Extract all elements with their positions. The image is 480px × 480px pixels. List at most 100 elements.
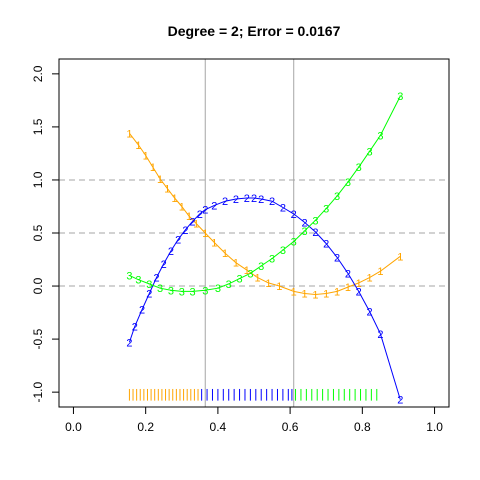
data-point: 2 (222, 196, 228, 208)
data-point: 3 (135, 275, 141, 287)
data-point: 3 (312, 215, 318, 227)
data-point: 2 (244, 193, 250, 205)
x-tick-label: 0.8 (354, 420, 371, 434)
data-point: 3 (226, 279, 232, 291)
data-point: 1 (276, 281, 282, 293)
data-point: 1 (135, 140, 141, 152)
data-point: 3 (146, 279, 152, 291)
data-point: 1 (301, 288, 307, 300)
data-point: 2 (251, 193, 257, 205)
data-point: 1 (193, 218, 199, 230)
data-point: 2 (366, 307, 372, 319)
data-point: 2 (301, 217, 307, 229)
data-point: 2 (161, 259, 167, 271)
data-point: 2 (312, 227, 318, 239)
series-lines (128, 95, 401, 400)
data-point: 2 (182, 225, 188, 237)
data-point: 3 (397, 91, 403, 103)
data-point: 3 (323, 204, 329, 216)
data-point: 3 (168, 285, 174, 297)
data-point: 1 (345, 282, 351, 294)
series-line (128, 197, 401, 400)
chart-title: Degree = 2; Error = 0.0167 (168, 23, 341, 39)
data-point: 2 (202, 205, 208, 217)
data-point: 2 (197, 209, 203, 221)
rug-marks (128, 388, 378, 401)
data-point: 1 (397, 251, 403, 263)
data-point: 2 (377, 329, 383, 341)
data-point: 3 (179, 286, 185, 298)
data-point: 1 (312, 290, 318, 302)
series-line (129, 132, 401, 296)
data-point: 1 (222, 248, 228, 260)
x-tick-label: 0.2 (137, 420, 154, 434)
x-tick-label: 0.6 (282, 420, 299, 434)
data-point: 2 (291, 209, 297, 221)
data-point: 3 (291, 236, 297, 248)
data-point: 3 (190, 286, 196, 298)
data-point: 2 (280, 203, 286, 215)
data-point: 3 (269, 253, 275, 265)
data-point: 1 (377, 266, 383, 278)
y-tick-label: 1.5 (31, 118, 45, 135)
data-point: 1 (255, 273, 261, 285)
x-tick-label: 1.0 (426, 420, 443, 434)
data-point: 1 (265, 278, 271, 290)
data-point: 3 (258, 261, 264, 273)
data-point: 3 (202, 285, 208, 297)
data-point: 2 (345, 268, 351, 280)
data-point: 1 (233, 258, 239, 270)
y-tick-label: 0.5 (31, 224, 45, 241)
data-point: 1 (179, 201, 185, 213)
data-point: 3 (247, 268, 253, 280)
data-point: 1 (291, 286, 297, 298)
x-axis: 0.0 0.2 0.4 0.6 0.8 1.0 (65, 406, 443, 434)
y-axis: -1.0 -0.5 0.0 0.5 1.0 1.5 2.0 (31, 65, 60, 402)
data-point: 2 (258, 194, 264, 206)
data-point: 2 (190, 216, 196, 228)
data-point: 2 (175, 234, 181, 246)
data-point: 1 (143, 151, 149, 163)
data-point: 1 (211, 238, 217, 250)
x-tick-label: 0.0 (65, 420, 82, 434)
data-point: 1 (157, 174, 163, 186)
data-point: 3 (334, 191, 340, 203)
data-point: 2 (334, 252, 340, 264)
data-point: 2 (126, 337, 132, 349)
data-point: 2 (153, 273, 159, 285)
y-tick-label: -1.0 (31, 381, 45, 402)
data-point: 3 (301, 226, 307, 238)
data-point: 1 (323, 288, 329, 300)
data-point: 3 (215, 283, 221, 295)
data-point: 1 (171, 193, 177, 205)
data-point: 2 (356, 286, 362, 298)
data-point: 2 (397, 395, 403, 407)
data-point: 3 (157, 283, 163, 295)
data-point: 3 (236, 274, 242, 286)
data-point: 1 (150, 162, 156, 174)
data-point: 2 (211, 200, 217, 212)
data-point: 1 (202, 228, 208, 240)
data-point: 1 (186, 211, 192, 223)
data-point: 1 (356, 278, 362, 290)
x-tick-label: 0.4 (210, 420, 227, 434)
data-point: 3 (345, 177, 351, 189)
data-point: 3 (377, 130, 383, 142)
data-point: 2 (233, 194, 239, 206)
data-point: 3 (126, 270, 132, 282)
data-point: 3 (356, 162, 362, 174)
data-point: 2 (146, 288, 152, 300)
data-point: 2 (168, 246, 174, 258)
data-point: 3 (366, 146, 372, 158)
y-tick-label: 2.0 (31, 65, 45, 82)
data-point: 1 (244, 265, 250, 277)
data-point: 2 (269, 196, 275, 208)
data-point: 1 (164, 183, 170, 195)
data-point: 3 (280, 245, 286, 257)
data-point: 1 (334, 286, 340, 298)
data-point: 1 (366, 273, 372, 285)
data-point: 2 (139, 304, 145, 316)
